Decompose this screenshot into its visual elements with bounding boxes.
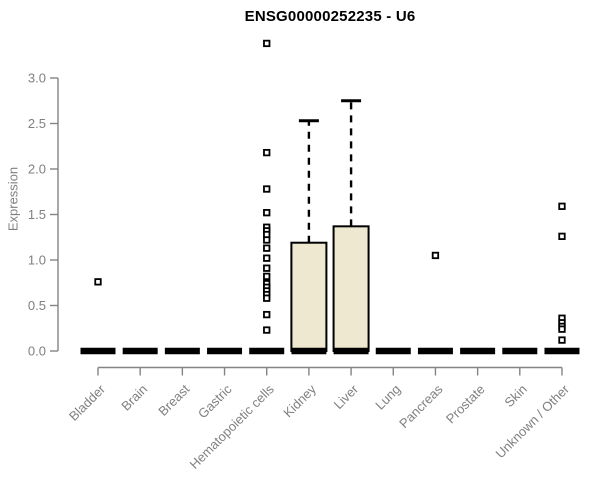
median-bar <box>80 347 116 355</box>
outlier-point <box>263 310 271 319</box>
x-category-label: Pancreas <box>396 381 446 431</box>
outlier-point <box>558 336 566 344</box>
y-tick-label: 0.5 <box>28 298 46 313</box>
y-tick-label: 1.0 <box>28 253 46 268</box>
x-category-label: Breast <box>155 381 192 418</box>
outlier-point <box>558 202 566 210</box>
median-bar <box>207 347 243 355</box>
x-category-label: Prostate <box>443 382 488 427</box>
outlier-point <box>94 278 102 286</box>
median-bar <box>291 347 327 355</box>
x-category-label: Gastric <box>195 381 235 421</box>
median-bar <box>502 347 538 355</box>
x-category-label: Lung <box>372 382 403 413</box>
x-category-label: Skin <box>501 382 529 410</box>
outlier-point <box>263 272 271 281</box>
chart-title: ENSG00000252235 - U6 <box>244 8 416 25</box>
median-bar <box>417 347 453 355</box>
median-bar <box>375 347 411 355</box>
x-category-label: Brain <box>118 382 150 414</box>
y-tick-label: 0.0 <box>28 344 46 359</box>
x-category-label: Unknown / Other <box>493 381 573 461</box>
outlier-point <box>263 244 271 252</box>
x-category-label: Kidney <box>280 381 319 420</box>
x-category-label: Bladder <box>66 381 109 424</box>
box <box>290 241 328 353</box>
outlier-point <box>558 325 566 333</box>
outlier-point <box>431 251 440 260</box>
y-tick-label: 2.5 <box>28 116 46 131</box>
outlier-point <box>263 264 271 272</box>
median-bar <box>164 347 200 355</box>
outlier-point <box>263 236 271 244</box>
outlier-point <box>263 326 271 334</box>
median-bar <box>460 347 496 355</box>
median-bar <box>249 347 285 355</box>
outlier-point <box>263 254 271 262</box>
outlier-point <box>263 185 271 193</box>
y-tick-label: 3.0 <box>28 71 46 86</box>
x-category-label: Liver <box>331 381 362 412</box>
box <box>332 225 370 352</box>
outlier-point <box>263 39 271 48</box>
outlier-point <box>263 294 271 302</box>
median-bar <box>333 347 369 355</box>
outlier-point <box>263 148 271 157</box>
y-tick-label: 1.5 <box>28 207 46 222</box>
outlier-point <box>558 232 566 240</box>
median-bar <box>544 347 580 355</box>
median-bar <box>122 347 158 355</box>
y-tick-label: 2.0 <box>28 162 46 177</box>
outlier-point <box>263 209 271 217</box>
